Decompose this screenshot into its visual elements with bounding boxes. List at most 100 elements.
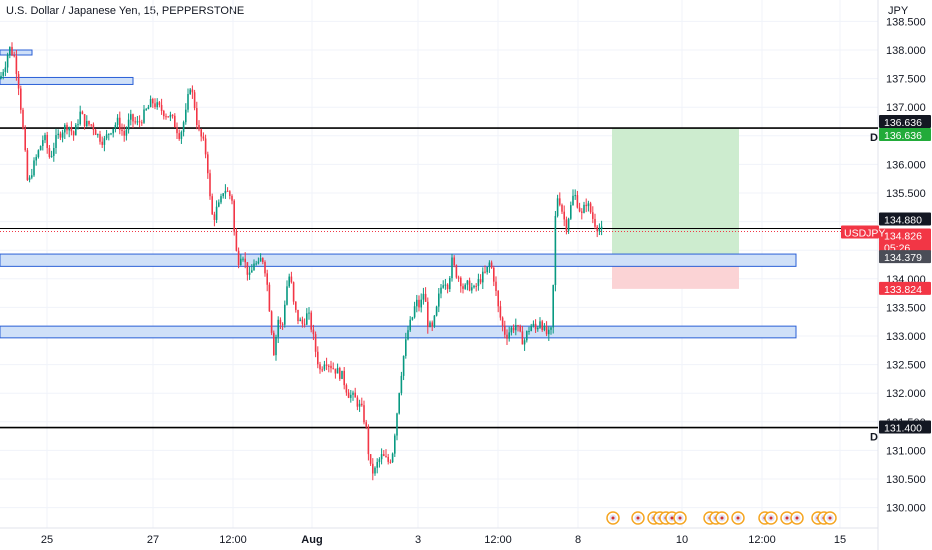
y-tick-label: 132.000 [886,388,926,400]
candle-body [165,116,167,118]
candle-body [37,150,40,158]
candle-body [530,325,532,332]
candle-body [231,195,233,201]
candle-body [418,299,420,308]
candle-body [275,336,277,356]
candle-body [433,315,436,327]
candle-body [134,121,136,123]
price-tag [879,420,931,434]
candle-body [50,155,53,157]
x-tick-label: Aug [301,534,322,546]
candle-body [501,317,504,326]
event-flag-dot [670,516,674,520]
y-tick-label: 131.000 [886,445,926,457]
target-zone [612,128,739,258]
candle-body [266,273,268,285]
candle-body [451,257,453,279]
candle-body [416,299,418,307]
candle-body [528,331,530,333]
event-flag-dot [720,516,724,520]
candle-body [332,368,334,370]
candle-body [581,211,583,213]
candle-body [66,124,68,131]
candle-body [372,463,374,474]
candle-body [420,299,422,308]
candle-body [578,207,581,212]
candle-body [198,125,200,130]
candle-body [380,454,383,460]
y-tick-label: 137.500 [886,74,926,86]
candle-body [110,133,112,135]
candle-body [453,257,455,266]
candle-body [402,355,405,376]
candle-body [130,114,132,120]
candle-body [376,462,378,468]
candle-body [539,321,541,328]
candle-body [543,326,546,331]
candle-body [563,211,565,220]
candle-body [339,368,341,379]
event-flag-icon [606,511,620,525]
candle-body [39,146,42,151]
price-tag-label: 136.636 [884,130,922,142]
candle-body [550,327,552,330]
candle-body [222,193,224,197]
candle-body [444,284,447,286]
candle-body [440,287,442,294]
candle-body [350,394,352,398]
candle-body [347,392,350,398]
candle-body [262,258,264,262]
candle-body [317,351,319,365]
price-tag [879,228,931,242]
candle-body [141,122,143,124]
candle-body [97,134,99,136]
candle-body [361,403,363,406]
candle-body [462,286,464,289]
price-tag-label: 136.636 [884,117,922,129]
x-tick-label: 27 [147,534,159,546]
candle-body [277,319,279,337]
level-marker: D [870,432,878,444]
candle-body [218,202,220,207]
candle-body [178,133,180,139]
price-tag-label: 133.824 [884,284,922,296]
event-flag-dot [785,516,789,520]
candle-body [429,322,431,328]
candle-body [182,122,185,133]
candle-body [248,272,251,275]
candle-body [299,319,301,322]
candle-body [460,277,462,287]
candle-body [292,282,295,302]
y-tick-label: 133.000 [886,331,926,343]
candle-body [517,325,519,327]
event-flag-dot [769,516,773,520]
candle-body [396,413,398,436]
event-flag-dot [795,516,799,520]
event-flag-icon [631,511,645,525]
candle-body [257,261,260,264]
candle-body [512,327,515,331]
event-flag-dot [736,516,740,520]
candle-body [273,332,275,356]
candle-body [268,284,271,312]
candle-body [378,459,381,463]
candle-body [99,134,101,142]
candle-body [345,385,348,393]
candle-body [191,89,194,93]
candle-body [13,55,15,57]
candle-body [314,334,317,352]
price-tag [879,250,931,264]
price-tag [879,281,931,295]
candle-body [328,365,330,367]
candle-body [35,157,37,161]
candle-body [556,198,559,216]
candle-body [534,323,537,330]
candle-body [495,281,497,291]
candle-body [323,364,326,370]
candle-body [114,124,117,129]
candle-body [64,124,66,133]
candle-body [490,262,493,268]
x-tick-label: 12:00 [484,534,512,546]
x-tick-label: 10 [676,534,688,546]
